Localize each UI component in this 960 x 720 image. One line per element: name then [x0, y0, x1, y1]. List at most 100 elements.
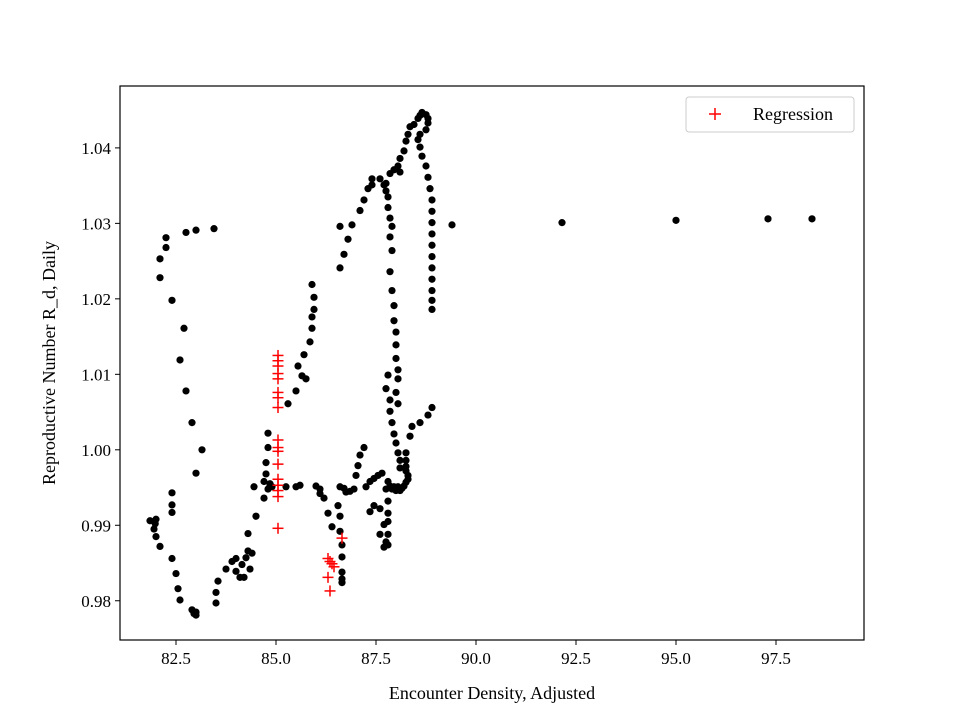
data-point — [292, 387, 300, 395]
data-point — [248, 549, 256, 557]
data-point — [426, 185, 434, 193]
data-point — [192, 469, 200, 477]
data-point — [392, 354, 400, 363]
data-point — [308, 313, 316, 321]
data-point — [152, 532, 160, 541]
data-point — [402, 137, 410, 145]
data-point — [384, 203, 392, 212]
x-tick-label: 95.0 — [661, 649, 691, 668]
data-point — [404, 130, 412, 138]
data-point — [394, 375, 402, 383]
data-point — [394, 449, 402, 457]
data-point — [242, 554, 250, 562]
data-point — [410, 120, 418, 129]
regression-point — [272, 458, 284, 470]
data-point — [416, 143, 424, 151]
data-point — [382, 179, 390, 187]
data-point — [336, 512, 344, 520]
regression-point — [272, 522, 284, 534]
data-point — [392, 388, 400, 397]
data-point — [360, 196, 368, 204]
data-point — [176, 356, 184, 364]
y-tick-label: 1.04 — [81, 139, 111, 158]
regression-point — [336, 532, 348, 544]
data-point — [406, 432, 414, 440]
legend-marker-regression — [709, 108, 721, 120]
data-point — [320, 494, 328, 502]
data-point — [384, 371, 392, 379]
data-point — [428, 196, 436, 204]
data-point — [428, 241, 436, 249]
data-point — [172, 569, 180, 578]
data-point — [394, 400, 402, 408]
data-point — [428, 275, 436, 283]
data-point — [368, 181, 376, 189]
y-tick-label: 1.03 — [81, 214, 111, 233]
data-point — [392, 341, 400, 349]
data-point — [238, 560, 246, 569]
data-point — [428, 252, 436, 261]
y-tick-label: 1.02 — [81, 290, 111, 309]
data-point — [310, 305, 318, 314]
data-point — [428, 296, 436, 304]
data-point — [366, 508, 374, 516]
data-point — [388, 419, 396, 427]
x-tick-label: 92.5 — [561, 649, 591, 668]
data-point — [350, 485, 358, 493]
data-point — [296, 481, 304, 489]
data-point — [324, 509, 332, 517]
legend-label-regression: Regression — [753, 104, 833, 124]
x-axis: 82.5 85.0 87.5 90.0 92.5 95.0 97.5 — [161, 640, 791, 668]
data-point — [294, 362, 302, 370]
data-point — [764, 215, 772, 223]
data-point — [352, 471, 360, 480]
plot-area — [120, 86, 864, 640]
data-point — [388, 286, 396, 295]
data-point — [392, 439, 400, 447]
y-tick-label: 1.01 — [81, 365, 111, 384]
data-point — [396, 154, 404, 163]
data-point — [306, 338, 314, 346]
data-point — [340, 250, 348, 258]
data-point — [344, 235, 352, 243]
data-point — [300, 351, 308, 359]
data-point — [376, 175, 384, 183]
data-point — [366, 477, 374, 486]
data-point — [672, 216, 680, 224]
data-point — [176, 596, 184, 604]
data-point — [390, 302, 398, 310]
data-point — [192, 226, 200, 234]
data-point — [214, 577, 222, 585]
data-point — [386, 268, 394, 276]
y-tick-label: 1.00 — [81, 441, 111, 460]
data-point — [388, 222, 396, 230]
data-point — [384, 497, 392, 505]
data-point — [384, 530, 392, 538]
data-point — [424, 173, 432, 181]
data-point — [338, 568, 346, 576]
x-axis-label: Encounter Density, Adjusted — [389, 683, 595, 703]
data-point — [180, 324, 188, 332]
data-point — [334, 502, 342, 510]
data-point — [264, 429, 272, 437]
data-point — [386, 396, 394, 404]
data-point — [284, 400, 292, 408]
data-point — [244, 529, 252, 538]
data-point — [262, 470, 270, 478]
data-point — [282, 483, 290, 491]
data-point — [190, 609, 198, 618]
x-tick-label: 82.5 — [161, 649, 191, 668]
data-point — [168, 296, 176, 304]
data-point — [384, 541, 392, 549]
x-tick-label: 85.0 — [261, 649, 291, 668]
data-point — [558, 219, 566, 227]
x-tick-label: 90.0 — [461, 649, 491, 668]
data-point — [336, 264, 344, 272]
data-point — [428, 207, 436, 215]
regression-layer — [272, 349, 348, 597]
data-point — [428, 286, 436, 295]
data-point — [402, 462, 410, 471]
data-point — [156, 255, 164, 263]
data-point — [386, 214, 394, 222]
data-point — [390, 430, 398, 438]
